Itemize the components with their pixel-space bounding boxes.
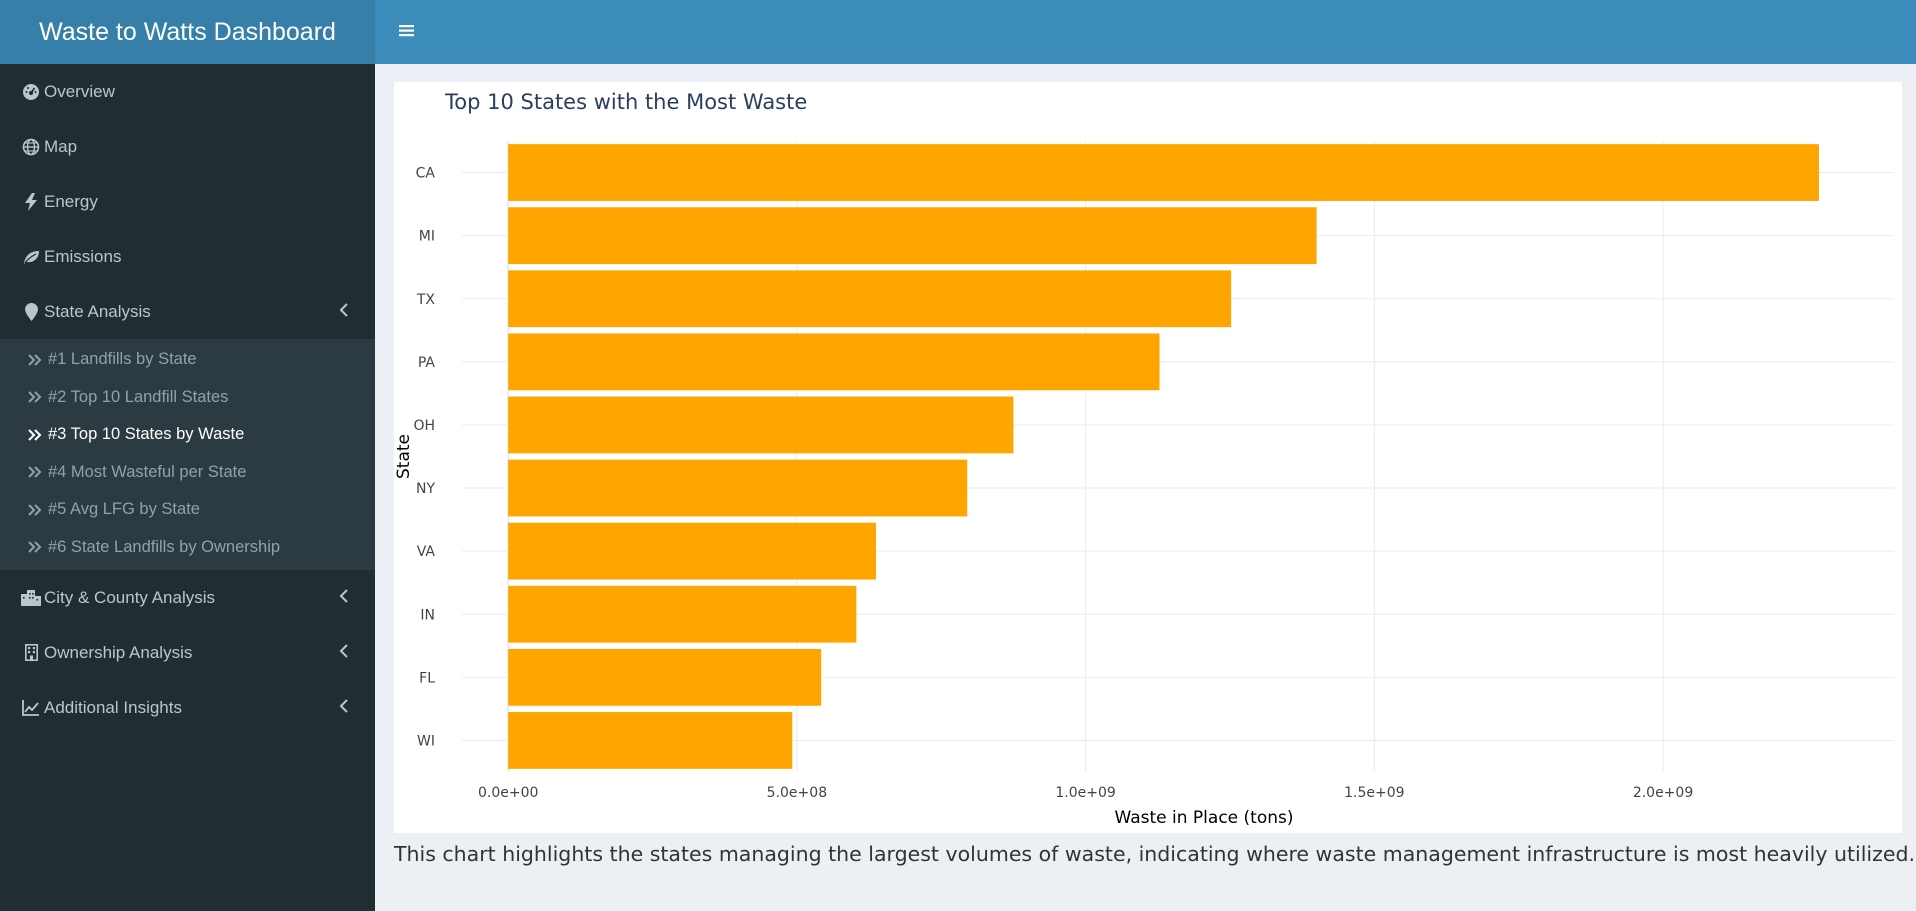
submenu-item-label: #2 Top 10 Landfill States — [48, 387, 229, 406]
bar-oh[interactable] — [508, 396, 1014, 454]
chevron-left-icon — [339, 588, 349, 608]
y-tick-label: MI — [419, 229, 435, 245]
bar-fl[interactable] — [508, 648, 822, 706]
sidebar-item-additional-insights[interactable]: Additional Insights — [0, 680, 375, 735]
chart-title: Top 10 States with the Most Waste — [445, 90, 808, 114]
x-tick-label: 0.0e+00 — [478, 785, 538, 801]
chart-panel: CA MI TX PA OH NY VA IN FL WI 0.0e+00 5.0e+08 1.0e+0… — [394, 82, 1902, 833]
double-chevron-right-icon — [27, 540, 43, 554]
submenu-item-top10-states-by-waste[interactable]: #3 Top 10 States by Waste — [0, 416, 375, 454]
sidebar-item-ownership-analysis[interactable]: Ownership Analysis — [0, 625, 375, 680]
sidebar-item-overview[interactable]: Overview — [0, 64, 375, 119]
sidebar-item-label: State Analysis — [44, 301, 151, 321]
bar-mi[interactable] — [508, 207, 1317, 265]
building-icon — [21, 644, 41, 661]
y-tick-label: IN — [420, 607, 435, 623]
chart-caption: This chart highlights the states managin… — [394, 842, 1916, 866]
leaf-icon — [21, 249, 41, 265]
sidebar-item-city-county-analysis[interactable]: City & County Analysis — [0, 570, 375, 625]
sidebar-item-label: Map — [44, 136, 78, 156]
sidebar-item-emissions[interactable]: Emissions — [0, 229, 375, 284]
sidebar-item-label: City & County Analysis — [44, 587, 216, 607]
sidebar-item-label: Additional Insights — [44, 697, 182, 717]
x-tick-label: 2.0e+09 — [1633, 785, 1693, 801]
submenu-item-top10-landfill-states[interactable]: #2 Top 10 Landfill States — [0, 379, 375, 417]
main-content: CA MI TX PA OH NY VA IN FL WI 0.0e+00 5.0e+08 1.0e+0… — [375, 64, 1916, 911]
double-chevron-right-icon — [27, 353, 43, 367]
top-navbar — [375, 0, 1916, 64]
bar-ca[interactable] — [508, 144, 1819, 201]
bar-va[interactable] — [508, 522, 877, 580]
bar-tx[interactable] — [508, 270, 1232, 328]
chevron-left-icon — [339, 643, 349, 663]
sidebar: Overview Map Energy Emissions State Anal… — [0, 64, 375, 911]
sidebar-item-label: Emissions — [44, 246, 122, 266]
sidebar-item-label: Energy — [44, 191, 98, 211]
state-analysis-submenu: #1 Landfills by State #2 Top 10 Landfill… — [0, 339, 375, 570]
y-tick-label: TX — [416, 292, 436, 308]
dashboard-icon — [21, 83, 41, 101]
sidebar-item-label: Ownership Analysis — [44, 642, 193, 662]
chevron-left-icon — [339, 302, 349, 322]
sidebar-item-state-analysis[interactable]: State Analysis — [0, 284, 375, 339]
submenu-item-label: #3 Top 10 States by Waste — [48, 425, 245, 444]
bar-in[interactable] — [508, 585, 857, 643]
double-chevron-right-icon — [27, 465, 43, 479]
double-chevron-right-icon — [27, 390, 43, 404]
map-marker-icon — [21, 302, 41, 321]
submenu-item-label: #4 Most Wasteful per State — [48, 462, 247, 481]
double-chevron-right-icon — [27, 503, 43, 517]
submenu-item-state-landfills-by-ownership[interactable]: #6 State Landfills by Ownership — [0, 529, 375, 567]
sidebar-toggle-button[interactable] — [391, 16, 423, 48]
y-tick-label: WI — [417, 733, 435, 749]
y-tick-label: CA — [416, 166, 436, 182]
x-axis-title: Waste in Place (tons) — [1115, 808, 1294, 828]
submenu-item-label: #5 Avg LFG by State — [48, 500, 200, 519]
submenu-item-most-wasteful-per-state[interactable]: #4 Most Wasteful per State — [0, 454, 375, 492]
chevron-left-icon — [339, 698, 349, 718]
globe-icon — [21, 138, 41, 156]
double-chevron-right-icon — [27, 428, 43, 442]
y-tick-label: NY — [416, 481, 435, 497]
bar-pa[interactable] — [508, 333, 1160, 391]
hamburger-icon — [399, 25, 414, 37]
bar-ny[interactable] — [508, 459, 968, 517]
submenu-item-label: #6 State Landfills by Ownership — [48, 537, 281, 556]
bar-chart[interactable]: CA MI TX PA OH NY VA IN FL WI 0.0e+00 5.0e+08 1.0e+0… — [394, 82, 1902, 833]
y-tick-label: PA — [418, 355, 436, 371]
y-tick-label: FL — [419, 670, 435, 686]
submenu-item-label: #1 Landfills by State — [48, 350, 197, 369]
city-icon — [21, 589, 41, 606]
sidebar-item-energy[interactable]: Energy — [0, 174, 375, 229]
y-tick-label: OH — [413, 418, 435, 434]
submenu-item-avg-lfg-by-state[interactable]: #5 Avg LFG by State — [0, 491, 375, 529]
x-tick-label: 1.0e+09 — [1055, 785, 1115, 801]
x-tick-label: 1.5e+09 — [1344, 785, 1404, 801]
bar-wi[interactable] — [508, 712, 793, 769]
submenu-item-landfills-by-state[interactable]: #1 Landfills by State — [0, 341, 375, 379]
y-axis-title: State — [394, 434, 414, 479]
sidebar-item-map[interactable]: Map — [0, 119, 375, 174]
line-chart-icon — [21, 699, 41, 716]
bolt-icon — [21, 192, 41, 211]
sidebar-item-label: Overview — [44, 81, 115, 101]
app-title[interactable]: Waste to Watts Dashboard — [0, 0, 375, 64]
x-tick-label: 5.0e+08 — [767, 785, 827, 801]
y-tick-label: VA — [417, 544, 436, 560]
